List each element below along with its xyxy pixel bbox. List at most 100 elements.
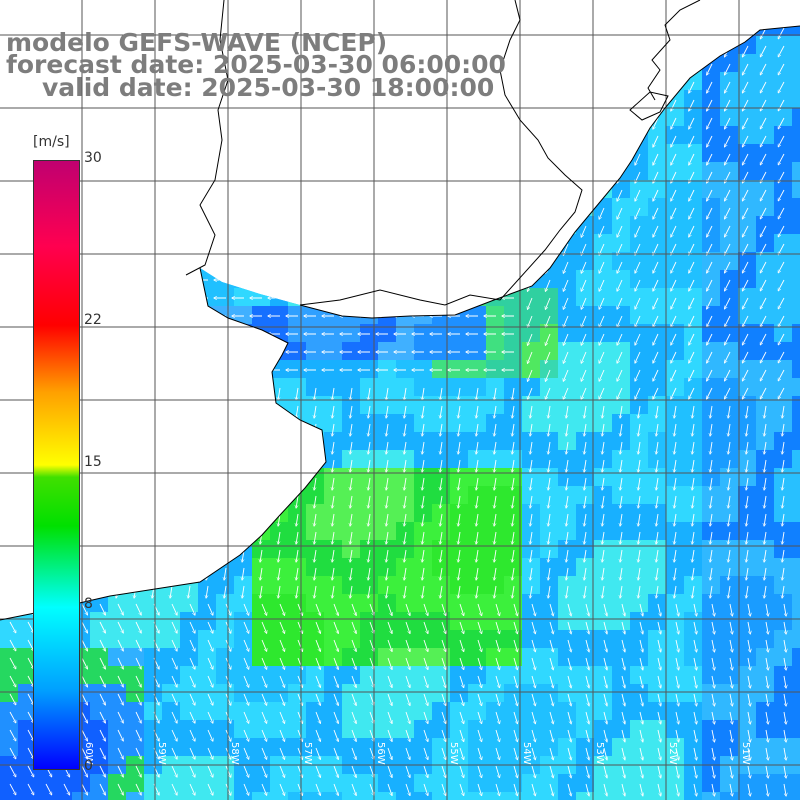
wind-cell (666, 720, 684, 738)
wind-cell (792, 342, 800, 360)
wind-cell (504, 432, 522, 450)
wind-cell (450, 594, 468, 612)
wind-cell (324, 504, 342, 522)
wind-cell (18, 648, 36, 666)
wind-cell (198, 666, 216, 684)
wind-cell (288, 342, 306, 360)
wind-cell (468, 792, 486, 800)
wind-cell (198, 630, 216, 648)
wind-cell (216, 648, 234, 666)
wind-cell (738, 324, 756, 342)
wind-cell (630, 558, 648, 576)
wind-cell (774, 306, 792, 324)
wind-cell (720, 54, 738, 72)
wind-cell (306, 378, 324, 396)
wind-cell (612, 504, 630, 522)
wind-cell (324, 486, 342, 504)
wind-cell (720, 522, 738, 540)
wind-cell (738, 378, 756, 396)
wind-cell (522, 540, 540, 558)
wind-cell (648, 126, 666, 144)
wind-cell (720, 360, 738, 378)
wind-cell (234, 594, 252, 612)
wind-cell (0, 630, 18, 648)
wind-cell (774, 702, 792, 720)
wind-cell (450, 720, 468, 738)
wind-cell (594, 684, 612, 702)
wind-cell (684, 270, 702, 288)
wind-cell (756, 432, 774, 450)
wind-cell (684, 342, 702, 360)
wind-cell (504, 522, 522, 540)
wind-cell (216, 702, 234, 720)
wind-cell (414, 630, 432, 648)
wind-cell (720, 234, 738, 252)
wind-cell (306, 630, 324, 648)
wind-cell (522, 558, 540, 576)
wind-cell (774, 180, 792, 198)
wind-cell (576, 576, 594, 594)
wind-cell (756, 738, 774, 756)
wind-cell (252, 666, 270, 684)
wind-cell (774, 720, 792, 738)
wind-cell (774, 360, 792, 378)
wind-cell (576, 702, 594, 720)
wind-cell (360, 792, 378, 800)
wind-cell (396, 504, 414, 522)
wind-cell (792, 576, 800, 594)
wind-cell (756, 666, 774, 684)
wind-cell (522, 486, 540, 504)
wind-cell (126, 720, 144, 738)
wind-cell (702, 504, 720, 522)
wind-cell (216, 666, 234, 684)
wind-cell (612, 522, 630, 540)
wind-cell (342, 684, 360, 702)
wind-cell (666, 306, 684, 324)
wind-cell (630, 306, 648, 324)
wind-cell (738, 198, 756, 216)
wind-cell (342, 558, 360, 576)
wind-cell (738, 594, 756, 612)
wind-cell (756, 108, 774, 126)
wind-cell (738, 162, 756, 180)
wind-cell (288, 720, 306, 738)
wind-cell (306, 594, 324, 612)
wind-cell (576, 252, 594, 270)
wind-cell (774, 540, 792, 558)
wind-cell (576, 738, 594, 756)
wind-cell (666, 522, 684, 540)
wind-cell (702, 108, 720, 126)
wind-cell (216, 576, 234, 594)
wind-cell (666, 270, 684, 288)
wind-cell (630, 180, 648, 198)
wind-cell (774, 594, 792, 612)
wind-cell (792, 558, 800, 576)
wind-cell (738, 342, 756, 360)
wind-cell (648, 234, 666, 252)
wind-cell (468, 612, 486, 630)
wind-cell (486, 360, 504, 378)
wind-cell (756, 288, 774, 306)
wind-cell (756, 162, 774, 180)
wind-cell (594, 630, 612, 648)
wind-cell (738, 522, 756, 540)
wind-cell (486, 738, 504, 756)
wind-cell (396, 432, 414, 450)
wind-cell (576, 720, 594, 738)
wind-cell (792, 198, 800, 216)
wind-cell (738, 234, 756, 252)
wind-cell (702, 72, 720, 90)
wind-cell (756, 414, 774, 432)
wind-cell (558, 576, 576, 594)
wind-cell (540, 612, 558, 630)
wind-cell (558, 306, 576, 324)
wind-cell (792, 288, 800, 306)
wind-cell (162, 792, 180, 800)
wind-cell (90, 792, 108, 800)
wind-cell (630, 162, 648, 180)
longitude-label: 57W (302, 742, 313, 765)
wind-cell (522, 342, 540, 360)
wind-cell (522, 666, 540, 684)
wind-cell (18, 738, 36, 756)
wind-cell (234, 792, 252, 800)
